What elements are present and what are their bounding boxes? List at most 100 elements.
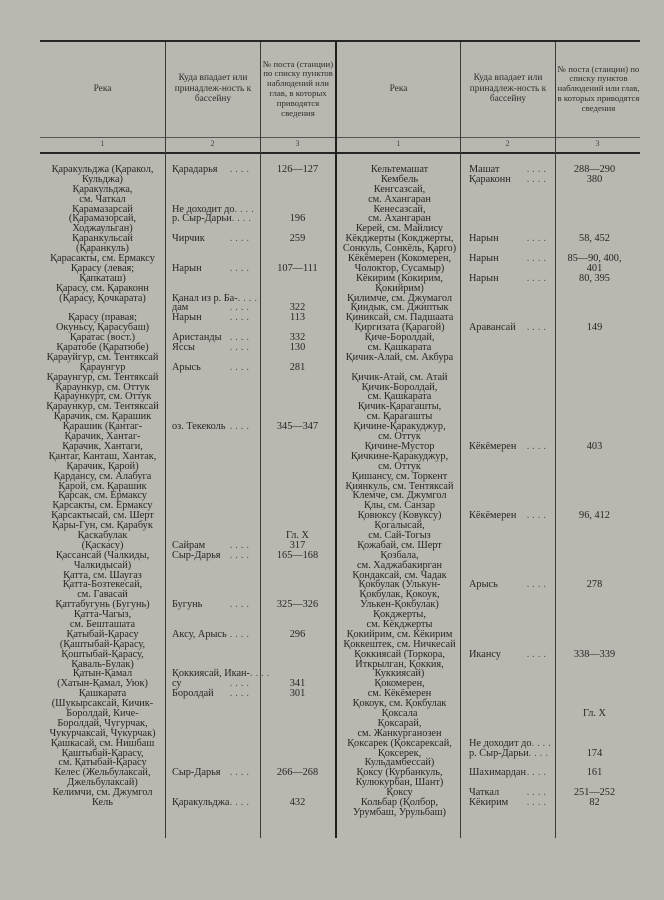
post-cell: 288—290 [557, 164, 632, 175]
river-line: Кёкирим (Кокирим, [356, 272, 443, 284]
river-line: Қогалысай, [374, 520, 425, 532]
river-line: Қаракульджа, [72, 183, 133, 195]
river-line: см. Сай-Тогыз [368, 529, 431, 541]
river-line: Қоксерек, [377, 747, 422, 759]
river-line: Қараунгур [79, 361, 126, 373]
basin-text: Аксу, Арысь [172, 628, 227, 640]
basin-cell [462, 699, 557, 709]
table-row: Қаратобе (Қаратюбе) Яссы.... 130 [40, 342, 335, 354]
post-line: 80, 395 [579, 272, 610, 284]
post-line: 259 [289, 233, 306, 245]
river-line: Қараункур, см. Тентяксай [46, 401, 159, 413]
basin-cell [165, 185, 260, 205]
table-row: Қарасу (правая; Окуньсу, Қарасубаш) Нарын.… [40, 313, 335, 333]
basin-line: Икансу.... [469, 649, 557, 660]
basin-line: Қаракульджа.... [172, 797, 260, 808]
river-cell: Қараункурт, см. Оттук [40, 392, 165, 402]
river-line: Кёкджерты (Кокджерты, [345, 233, 454, 245]
river-line: Қарачик, Хантаги, [62, 440, 143, 452]
river-line: Қаштыбай-Қарасу, [61, 747, 144, 759]
river-cell: Кель [40, 797, 165, 808]
post-line: 301 [289, 688, 306, 700]
basin-line: Кёкирим.... [469, 797, 557, 808]
dot-leader: .... [229, 302, 252, 314]
dot-leader: .... [250, 668, 273, 680]
river-line: Чалкидысай) [73, 559, 132, 571]
post-cell [557, 303, 632, 313]
table-row: Қарасу, см. Қараконн (Қарасу, Қочкарата) Қ… [40, 283, 335, 314]
post-line: 325—326 [276, 599, 319, 611]
river-line: (Қаштыбай-Қарасу, [59, 638, 146, 650]
basin-cell: Нарын.... [462, 234, 557, 254]
river-line: Сонкуль, Сонкёль, Қарго) [342, 243, 457, 255]
river-line: Қокомерен, [374, 678, 425, 690]
table-row: Кёкирим (Кокирим, Қокийрим) Нарын.... 80, 3… [337, 272, 632, 294]
post-line: 96, 412 [579, 510, 610, 522]
basin-cell: Кёкирим.... [462, 797, 557, 818]
dot-leader: .... [229, 233, 252, 245]
dot-leader: .... [526, 440, 549, 452]
river-cell: Қиче-Боролдай, см. Қашкарата [337, 333, 462, 353]
basin-line: Нарын.... [469, 234, 557, 244]
post-cell: 281 [260, 362, 335, 373]
table-row: Кёкёмерен (Кокомерен, Чолоктор, Сусамыр) Н… [337, 253, 632, 274]
basin-line: дам.... [172, 303, 260, 313]
basin-line: Нарын.... [469, 253, 557, 264]
river-line: Қичине-Қаракуджур, [353, 421, 446, 433]
river-line: Қоксала [381, 707, 418, 719]
basin-cell: Чаткал.... [462, 788, 557, 798]
river-line: (Қаскасу) [81, 539, 124, 551]
river-line: Қаратобе (Қаратюбе) [56, 342, 149, 354]
river-line: Қарасу (правая; [68, 312, 137, 324]
post-cell: 58, 452 [557, 234, 632, 254]
river-line: Кольбар (Қолбор, [360, 797, 439, 808]
river-line: Қашкарата [78, 688, 127, 700]
river-line: Қоксу [386, 787, 413, 799]
dot-leader: .... [526, 322, 549, 334]
river-cell: Қараунгур, см. Тентяксай [40, 372, 165, 383]
river-line: Қондаксай, см. Чадак [352, 569, 447, 581]
dot-leader: .... [526, 579, 549, 591]
basin-line: Арысь.... [172, 362, 260, 373]
basin-cell: Аксу, Арысь.... [165, 628, 260, 670]
river-line: Қарасакты, см. Ермаксу [50, 253, 155, 265]
table-row: Қараункур, см. Оттук [40, 382, 335, 393]
table-row: Қондаксай, см. Чадак [337, 569, 632, 581]
river-line: Қокбулак, Қокоук, [359, 589, 440, 601]
header-rule [40, 137, 640, 138]
table-row: Келес (Жельбулаксай, Джельбулаксай) Сыр-Да… [40, 768, 335, 788]
header-river: Река [93, 83, 112, 94]
post-line: 196 [289, 213, 306, 225]
river-cell: Кембель [337, 174, 462, 185]
dot-leader: .... [229, 678, 252, 690]
basin-text: Машат [469, 164, 500, 175]
basin-text: Нарын [469, 233, 499, 245]
post-line: 401 [586, 262, 603, 274]
table-row: Қарсакты, см. Ермаксу [40, 501, 335, 511]
table-row: Қаракульджа, см. Чаткал [40, 183, 335, 205]
basin-text: Чирчик [172, 233, 205, 245]
river-line: Қараункурт, см. Оттук [53, 391, 152, 403]
table-row: Қатыбай-Қарасу (Қаштыбай-Қарасу, Қоштыбай-… [40, 628, 335, 670]
post-line: 380 [586, 173, 603, 185]
basin-cell [165, 521, 260, 531]
post-cell [260, 610, 335, 630]
basin-text: Қаракульджа [172, 797, 230, 808]
post-cell [557, 422, 632, 442]
river-line: Қоксу (Курбанкуль, [356, 767, 443, 779]
post-cell [557, 353, 632, 373]
col-number: 3 [295, 139, 300, 148]
table-row: Қаракульджа (Қаракол, Кульджа) Қарадарья..… [40, 164, 335, 185]
river-line: (Хатын-Қамал, Уюк) [57, 678, 148, 690]
divider [460, 42, 461, 838]
post-cell: Гл. X 317 [260, 530, 335, 551]
river-line: Қары-Гун, см. Қарабук [52, 520, 153, 532]
basin-line: Боролдай.... [172, 689, 260, 699]
table-row: Қарачик, см. Қарашик [40, 412, 335, 422]
river-cell: Қатын-Қамал (Хатын-Қамал, Уюк) [40, 669, 165, 689]
post-cell: 196 [260, 205, 335, 235]
basin-line: Қоккиясай, Икан-.... [172, 669, 269, 679]
post-cell: 338—339 [557, 649, 632, 680]
river-line: Қиргизата (Қарагой) [354, 322, 445, 334]
post-line: 322 [289, 302, 306, 314]
